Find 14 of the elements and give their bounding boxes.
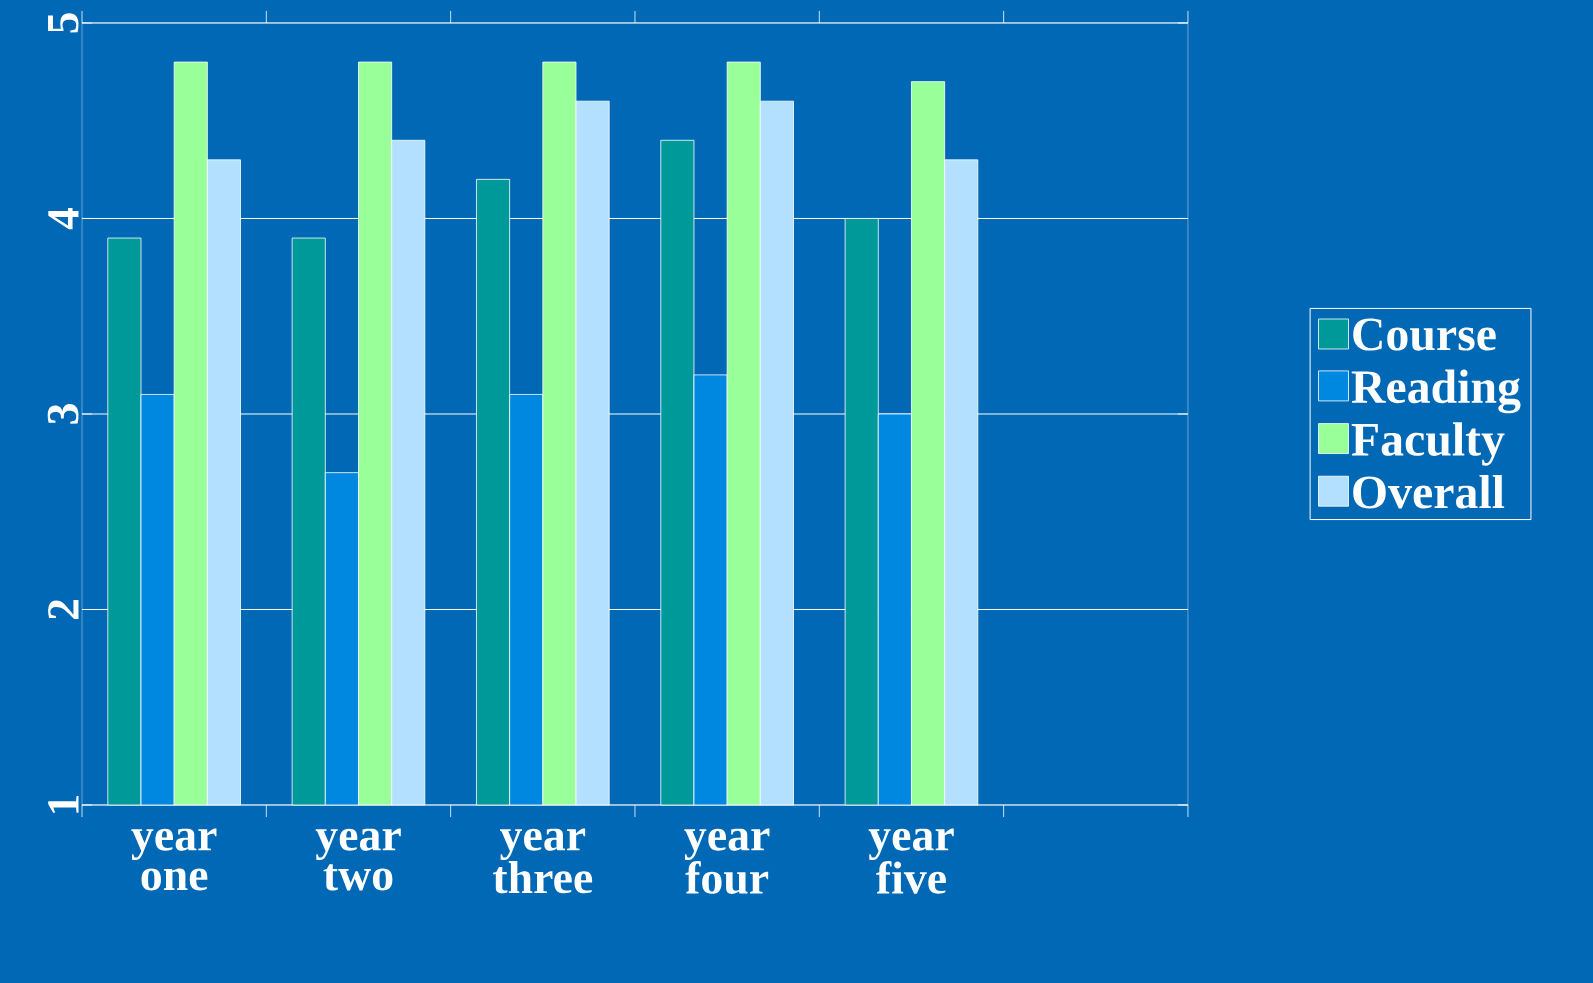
legend-label: Reading [1351,369,1521,414]
x-tick-label: year one [131,828,217,891]
legend-label: Overall [1353,474,1505,509]
x-tick-label: year four [684,828,770,894]
x-tick-label: year five [868,828,954,894]
y-tick-label: 5 [48,13,79,33]
y-tick-label: 1 [48,795,79,813]
legend-label: Course [1353,318,1496,351]
y-tick-label: 4 [48,207,79,230]
x-tick-label: year three [493,828,593,894]
legend-label: Faculty [1351,422,1505,466]
y-tick-label: 2 [48,600,79,620]
y-tick-label: 3 [47,404,79,424]
x-tick-label: year two [315,828,401,891]
